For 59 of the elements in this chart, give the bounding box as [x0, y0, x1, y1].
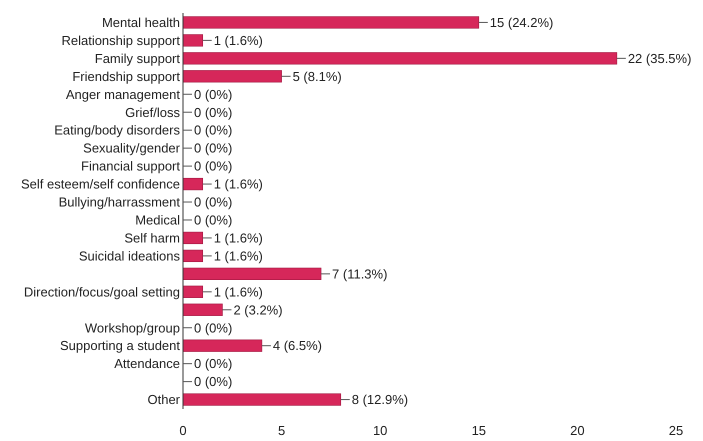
y-tick-label: Direction/focus/goal setting — [24, 284, 180, 300]
data-label: 0 (0%) — [194, 194, 232, 210]
x-tick-label: 25 — [668, 423, 684, 438]
y-tick-label: Self esteem/self confidence — [21, 176, 180, 192]
data-label: 4 (6.5%) — [272, 338, 322, 354]
bar — [182, 34, 204, 47]
data-label: 0 (0%) — [194, 212, 232, 228]
x-tick-label: 5 — [278, 423, 286, 438]
data-label: 1 (1.6%) — [214, 248, 263, 264]
bar — [182, 70, 282, 82]
y-tick-label: Attendance — [114, 356, 180, 372]
data-label: 15 (24.2%) — [490, 14, 554, 30]
data-label: 8 (12.9%) — [352, 392, 408, 408]
x-tick-label: 10 — [372, 423, 388, 438]
data-label: 0 (0%) — [194, 86, 232, 102]
y-tick-label: Workshop/group — [84, 320, 180, 336]
data-label: 0 (0%) — [194, 356, 232, 372]
data-label: 1 (1.6%) — [214, 32, 263, 48]
bar — [182, 16, 480, 29]
bar — [182, 250, 204, 262]
data-label: 0 (0%) — [194, 122, 232, 138]
data-label: 5 (8.1%) — [292, 68, 342, 84]
y-tick-label: Bullying/harrassment — [58, 194, 180, 210]
y-tick-label: Medical — [135, 212, 180, 228]
y-tick-label: Mental health — [102, 14, 180, 30]
data-label: 0 (0%) — [194, 320, 232, 336]
data-label: 22 (35.5%) — [628, 50, 692, 66]
data-label: 1 (1.6%) — [214, 176, 263, 192]
y-tick-label: Other — [147, 392, 181, 408]
bar — [182, 304, 223, 316]
data-label: 0 (0%) — [194, 104, 232, 120]
y-tick-label: Relationship support — [61, 32, 180, 48]
data-label: 1 (1.6%) — [214, 230, 263, 246]
y-tick-label: Eating/body disorders — [54, 122, 180, 138]
data-label: 1 (1.6%) — [214, 284, 263, 300]
bar — [182, 178, 204, 190]
y-tick-label: Suicidal ideations — [78, 248, 180, 264]
data-label: 0 (0%) — [194, 140, 232, 156]
data-label: 2 (3.2%) — [233, 302, 283, 318]
y-tick-label: Anger management — [66, 86, 180, 102]
x-tick-label: 15 — [472, 423, 486, 438]
y-tick-label: Self harm — [124, 230, 180, 246]
x-tick-label: 20 — [570, 423, 585, 438]
y-tick-label: Friendship support — [72, 68, 180, 84]
bar — [182, 232, 204, 244]
data-label: 0 (0%) — [194, 374, 232, 390]
data-label: 0 (0%) — [194, 158, 232, 174]
bar — [182, 340, 262, 352]
y-tick-label: Supporting a student — [60, 338, 180, 354]
data-label: 7 (11.3%) — [332, 266, 388, 282]
y-tick-label: Financial support — [81, 158, 180, 174]
x-tick-label: 0 — [179, 423, 187, 438]
bar — [182, 393, 342, 406]
y-tick-label: Family support — [94, 50, 180, 66]
bar — [182, 52, 618, 64]
bar — [182, 286, 204, 298]
bar — [182, 268, 322, 280]
y-tick-label: Sexuality/gender — [83, 140, 181, 156]
y-tick-label: Grief/loss — [125, 104, 180, 120]
